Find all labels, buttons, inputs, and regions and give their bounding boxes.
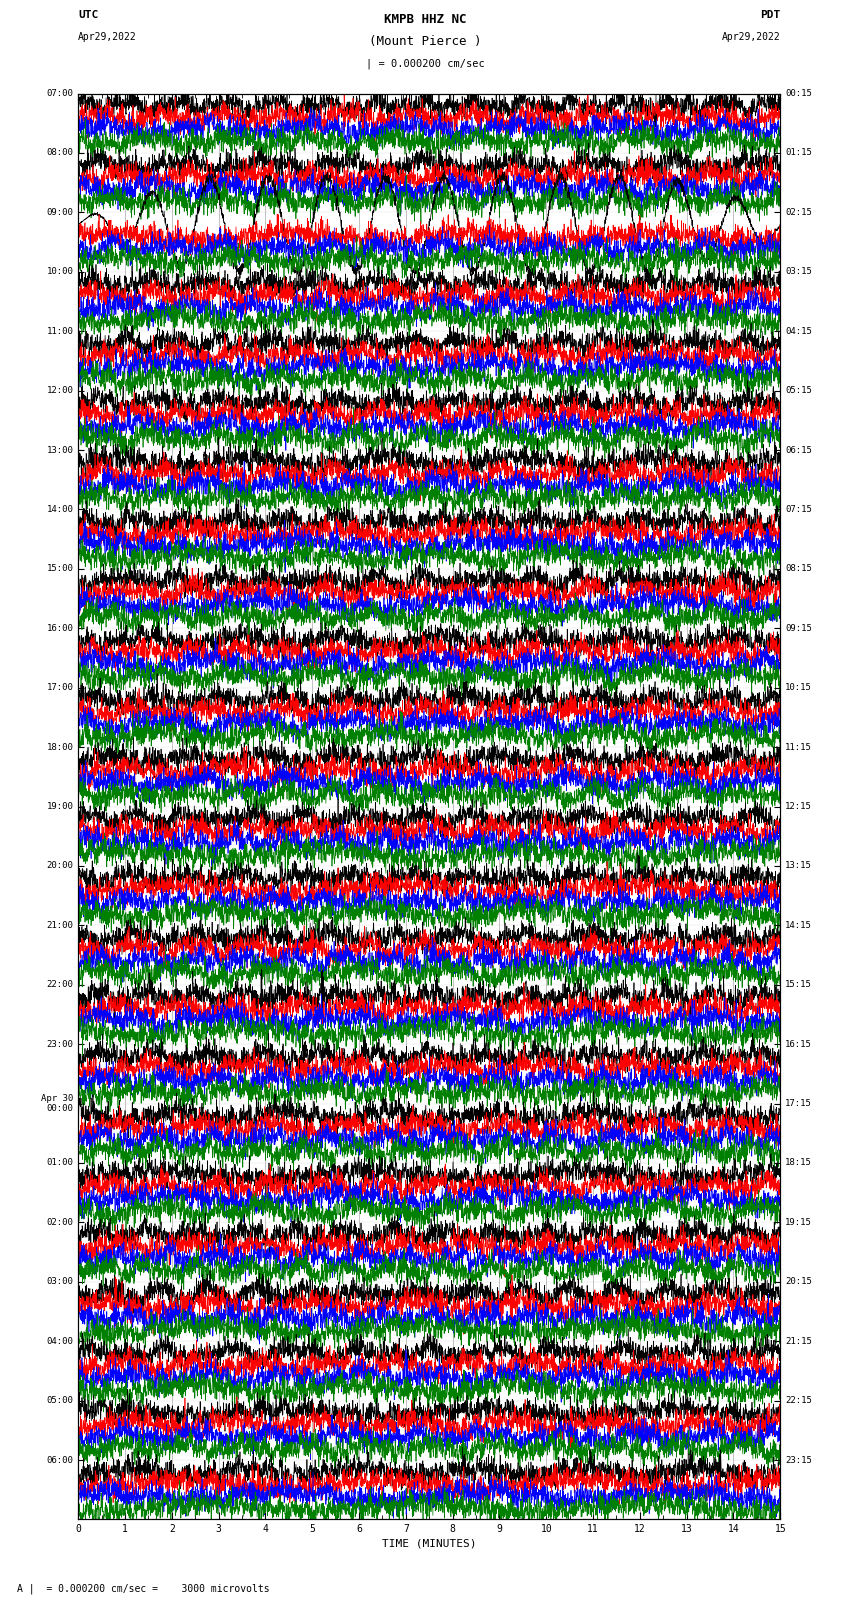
Text: A |  = 0.000200 cm/sec =    3000 microvolts: A | = 0.000200 cm/sec = 3000 microvolts xyxy=(17,1582,269,1594)
Text: KMPB HHZ NC: KMPB HHZ NC xyxy=(383,13,467,26)
Text: (Mount Pierce ): (Mount Pierce ) xyxy=(369,35,481,48)
X-axis label: TIME (MINUTES): TIME (MINUTES) xyxy=(382,1539,477,1548)
Text: Apr29,2022: Apr29,2022 xyxy=(78,32,137,42)
Text: | = 0.000200 cm/sec: | = 0.000200 cm/sec xyxy=(366,58,484,69)
Text: UTC: UTC xyxy=(78,10,99,19)
Text: PDT: PDT xyxy=(760,10,780,19)
Text: Apr29,2022: Apr29,2022 xyxy=(722,32,780,42)
